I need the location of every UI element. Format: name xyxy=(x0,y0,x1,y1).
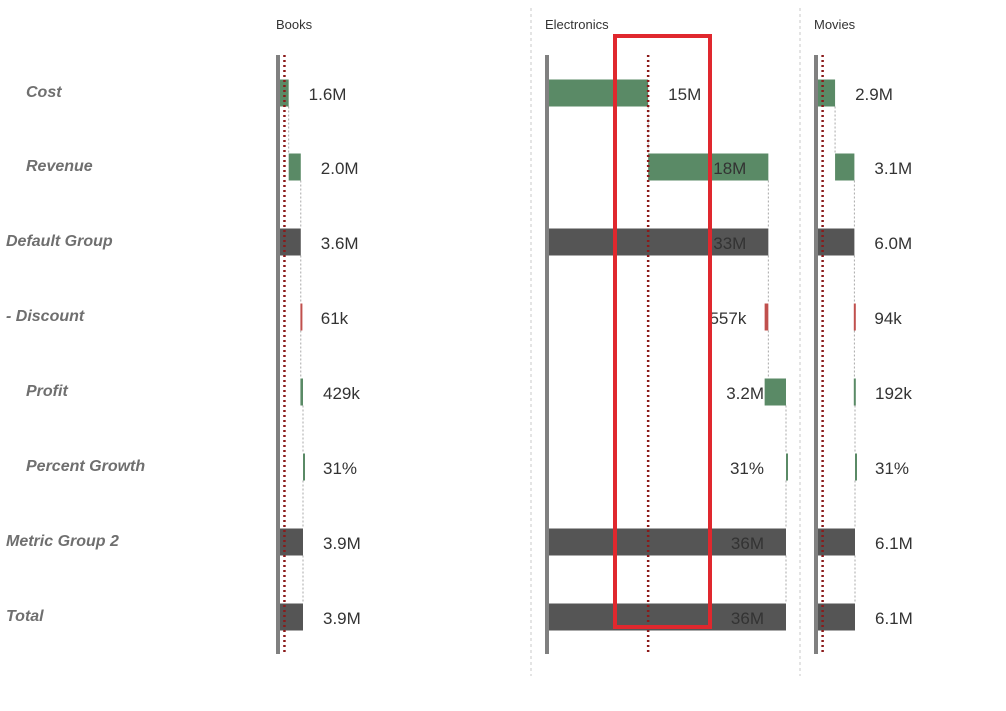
value-label: 18M xyxy=(713,159,746,178)
bar-cost xyxy=(817,79,836,107)
bar-metric-group-2 xyxy=(548,528,786,556)
value-label: 33M xyxy=(713,234,746,253)
value-label: 2.9M xyxy=(855,85,893,104)
row-label-discount: - Discount xyxy=(6,308,85,325)
bar-default-group xyxy=(548,228,769,256)
value-label: 3.9M xyxy=(323,534,361,553)
axis-line xyxy=(276,55,280,654)
row-label-percent-growth: Percent Growth xyxy=(26,458,145,475)
value-label: 15M xyxy=(668,85,701,104)
value-label: 36M xyxy=(731,609,764,628)
value-label: 557k xyxy=(709,309,746,328)
bar-revenue xyxy=(288,153,301,181)
value-label: 94k xyxy=(874,309,902,328)
bar-percent-growth xyxy=(786,453,788,481)
value-label: 36M xyxy=(731,534,764,553)
value-label: 2.0M xyxy=(321,159,359,178)
value-label: 61k xyxy=(321,309,349,328)
row-label-metric-group-2: Metric Group 2 xyxy=(6,533,119,550)
bar-metric-group-2 xyxy=(279,528,303,556)
row-label-profit: Profit xyxy=(26,383,68,400)
value-label: 31% xyxy=(875,459,909,478)
panels: Books 1.6M 2.0M 3.6M 61k 429k 31% 3.9M 3.9M Elect… xyxy=(276,17,913,654)
highlight-layer xyxy=(613,34,712,629)
bar-discount xyxy=(300,303,303,331)
bar-profit xyxy=(853,378,856,406)
panel-header: Books xyxy=(276,17,313,32)
row-label-default-group: Default Group xyxy=(6,233,113,250)
panel-electronics: Electronics 15M 18M 33M 557k 3.2M 31% 36M 36M xyxy=(545,17,788,654)
row-label-revenue: Revenue xyxy=(26,158,93,175)
value-label: 1.6M xyxy=(309,85,347,104)
panel-books: Books 1.6M 2.0M 3.6M 61k 429k 31% 3.9M 3.9M xyxy=(276,17,361,654)
value-label: 6.1M xyxy=(875,609,913,628)
bar-profit xyxy=(300,378,303,406)
row-labels: Cost Revenue Default Group - Discount Profit… xyxy=(6,84,145,625)
axis-line xyxy=(814,55,818,654)
bar-cost xyxy=(548,79,649,107)
row-label-total: Total xyxy=(6,608,44,625)
panel-header: Electronics xyxy=(545,17,609,32)
bar-cost xyxy=(279,79,289,107)
bar-profit xyxy=(764,378,786,406)
row-label-cost: Cost xyxy=(26,84,62,101)
axis-line xyxy=(545,55,549,654)
value-label: 6.0M xyxy=(874,234,912,253)
value-label: 192k xyxy=(875,384,912,403)
value-label: 3.1M xyxy=(874,159,912,178)
value-label: 3.9M xyxy=(323,609,361,628)
panel-separators xyxy=(530,8,801,676)
bar-percent-growth xyxy=(303,453,305,481)
value-label: 429k xyxy=(323,384,360,403)
bar-revenue xyxy=(835,153,855,181)
bar-discount xyxy=(853,303,856,331)
bar-default-group xyxy=(279,228,301,256)
value-label: 6.1M xyxy=(875,534,913,553)
highlight-box xyxy=(613,34,712,629)
value-label: 3.2M xyxy=(726,384,764,403)
bar-discount xyxy=(764,303,769,331)
panel-header: Movies xyxy=(814,17,856,32)
panel-movies: Movies 2.9M 3.1M 6.0M 94k 192k 31% 6.1M 6.1M xyxy=(814,17,913,654)
value-label: 31% xyxy=(323,459,357,478)
value-label: 3.6M xyxy=(321,234,359,253)
bar-percent-growth xyxy=(855,453,857,481)
value-label: 31% xyxy=(730,459,764,478)
bar-total xyxy=(279,603,303,631)
